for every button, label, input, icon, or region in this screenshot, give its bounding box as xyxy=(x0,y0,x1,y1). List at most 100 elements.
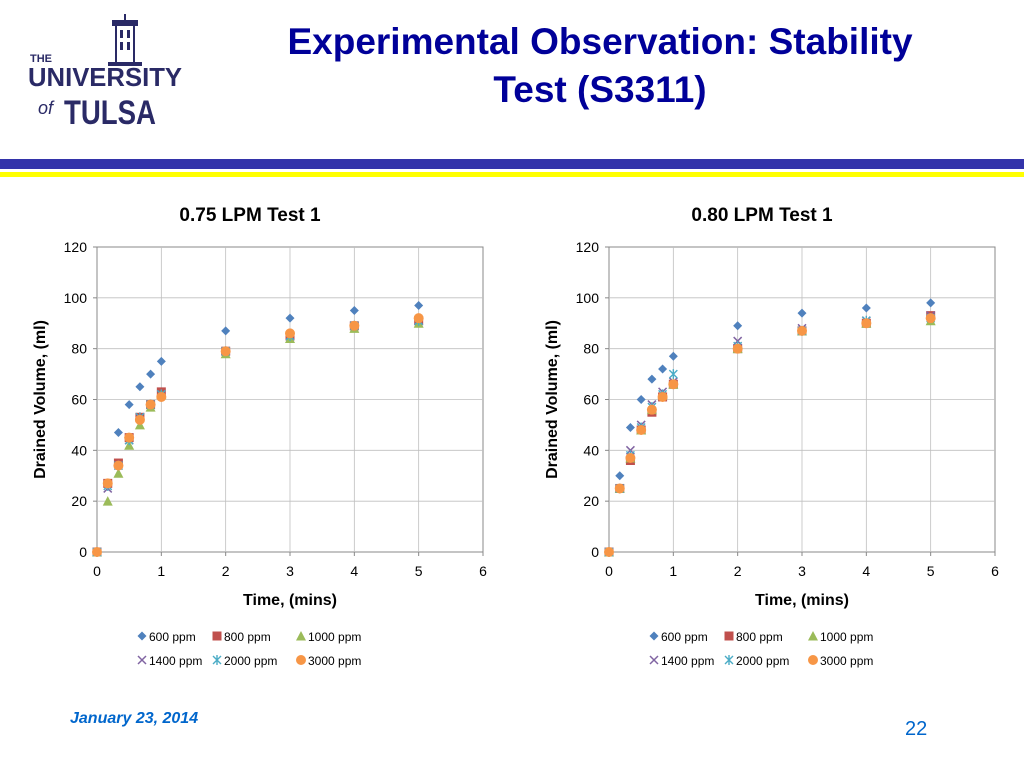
y-tick-label: 120 xyxy=(64,239,88,255)
data-point xyxy=(861,318,872,329)
data-point xyxy=(92,547,102,557)
legend-marker xyxy=(212,655,222,665)
data-point xyxy=(646,404,657,415)
series-3000-ppm xyxy=(92,313,424,557)
y-tick-label: 120 xyxy=(576,239,600,255)
legend-marker xyxy=(724,655,734,665)
logo-of: of xyxy=(38,98,55,118)
data-point xyxy=(625,452,636,463)
data-point xyxy=(124,432,135,443)
data-point xyxy=(614,483,625,494)
data-point xyxy=(221,326,231,336)
data-point xyxy=(668,351,678,361)
slide-title: Experimental Observation: Stability Test… xyxy=(190,18,1010,114)
chart-title: 0.80 LPM Test 1 xyxy=(691,205,833,226)
data-point xyxy=(604,547,614,557)
x-tick-label: 5 xyxy=(927,563,935,579)
y-tick-label: 60 xyxy=(71,392,87,408)
y-tick-label: 60 xyxy=(583,392,599,408)
chart-075-lpm: 0.75 LPM Test 1 0 20 40 60 80 100 120 0 1 2 3 4 5 6 Tim… xyxy=(32,205,487,668)
legend-marker xyxy=(137,631,147,641)
data-point xyxy=(156,356,166,366)
page-number: 22 xyxy=(905,718,928,740)
legend-marker xyxy=(649,655,659,665)
data-point xyxy=(925,313,936,324)
x-tick-label: 6 xyxy=(991,563,999,579)
data-point xyxy=(113,428,123,438)
legend-label: 2000 ppm xyxy=(736,654,789,668)
data-point xyxy=(797,325,807,336)
y-tick-label: 100 xyxy=(576,290,600,306)
x-axis-label: Time, (mins) xyxy=(243,592,337,609)
x-tick-label: 2 xyxy=(222,563,230,579)
x-tick-label: 1 xyxy=(669,563,677,579)
data-point xyxy=(145,399,156,410)
y-tick-label: 40 xyxy=(583,442,599,458)
data-point xyxy=(414,300,424,310)
y-tick-label: 0 xyxy=(591,544,599,560)
legend-marker xyxy=(296,631,306,641)
university-of-tulsa-logo: THE UNIVERSITY of TULSA xyxy=(28,14,182,132)
legend-label: 1000 ppm xyxy=(820,630,873,644)
y-tick-label: 100 xyxy=(64,290,88,306)
legend-marker xyxy=(649,631,659,641)
data-point xyxy=(102,478,113,489)
y-tick-label: 80 xyxy=(71,341,87,357)
x-tick-label: 3 xyxy=(798,563,806,579)
data-point xyxy=(615,471,625,481)
header-rule-yellow xyxy=(0,172,1024,177)
legend-marker xyxy=(296,655,306,665)
legend-label: 1400 ppm xyxy=(661,654,714,668)
chart-title: 0.75 LPM Test 1 xyxy=(179,205,321,226)
data-point xyxy=(668,379,679,390)
data-point xyxy=(285,328,295,339)
x-tick-label: 4 xyxy=(350,563,358,579)
data-point xyxy=(102,496,113,506)
data-point xyxy=(413,313,424,324)
data-point xyxy=(113,460,124,471)
y-tick-label: 20 xyxy=(71,493,87,509)
x-tick-label: 0 xyxy=(93,563,101,579)
data-point xyxy=(647,374,657,384)
y-axis-label: Drained Volume, (ml) xyxy=(544,320,561,479)
y-tick-label: 40 xyxy=(71,442,87,458)
data-point xyxy=(349,320,360,331)
x-tick-label: 4 xyxy=(862,563,870,579)
legend-label: 800 ppm xyxy=(736,630,783,644)
x-tick-label: 6 xyxy=(479,563,487,579)
data-point xyxy=(349,306,359,316)
legend-marker xyxy=(724,631,734,641)
y-tick-label: 0 xyxy=(79,544,87,560)
data-point xyxy=(134,414,145,425)
legend-marker xyxy=(808,655,818,665)
data-point xyxy=(285,313,295,323)
legend-label: 3000 ppm xyxy=(820,654,873,668)
series-3000-ppm xyxy=(604,313,936,557)
legend-label: 800 ppm xyxy=(224,630,271,644)
data-point xyxy=(657,391,668,402)
x-tick-label: 2 xyxy=(734,563,742,579)
data-point xyxy=(668,369,678,380)
legend-marker xyxy=(808,631,818,641)
data-point xyxy=(113,468,124,478)
x-tick-label: 5 xyxy=(415,563,423,579)
legend-label: 600 ppm xyxy=(149,630,196,644)
data-point xyxy=(926,298,936,308)
legend-label: 1000 ppm xyxy=(308,630,361,644)
legend-marker xyxy=(137,655,147,665)
logo-university: UNIVERSITY xyxy=(28,62,182,92)
data-point xyxy=(220,346,231,357)
data-point xyxy=(797,308,807,318)
slide-title-line2: Test (S3311) xyxy=(493,69,707,110)
legend-label: 3000 ppm xyxy=(308,654,361,668)
data-point xyxy=(861,303,871,313)
x-tick-label: 3 xyxy=(286,563,294,579)
header-rule-blue xyxy=(0,159,1024,169)
x-tick-label: 0 xyxy=(605,563,613,579)
data-point xyxy=(625,422,635,432)
logo-the: THE xyxy=(30,53,52,65)
data-point xyxy=(732,343,743,354)
chart-080-lpm: 0.80 LPM Test 1 0 20 40 60 80 100 120 0 1 2 3 4 5 6 Tim… xyxy=(544,205,999,668)
x-tick-label: 1 xyxy=(157,563,165,579)
data-point xyxy=(733,321,743,331)
